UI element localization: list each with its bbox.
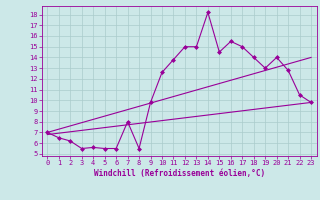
X-axis label: Windchill (Refroidissement éolien,°C): Windchill (Refroidissement éolien,°C) [94,169,265,178]
